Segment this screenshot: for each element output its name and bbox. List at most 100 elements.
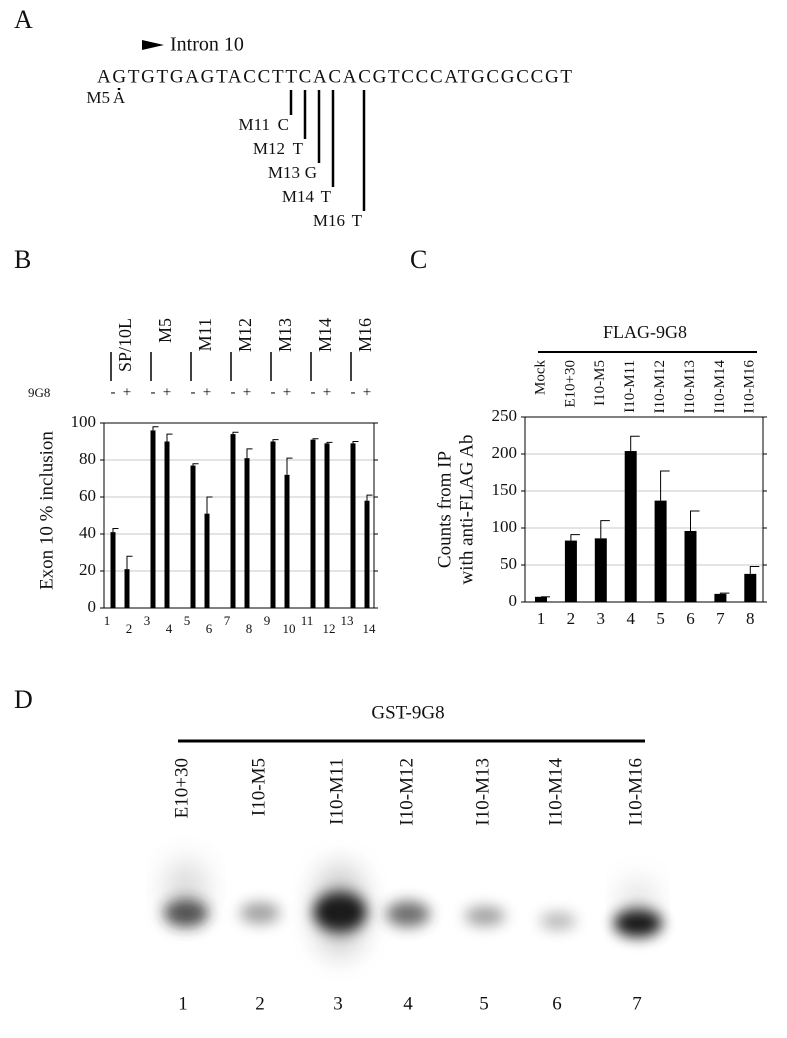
mutation-base: G: [305, 163, 317, 182]
bar: [244, 458, 250, 608]
mutation-name: M12: [253, 139, 285, 158]
x-tick-label: 3: [144, 613, 151, 628]
error-bar: [600, 520, 610, 539]
x-tick-label: 5: [656, 609, 665, 628]
y-tick-label: 100: [492, 517, 518, 536]
sample-label: I10-M14: [712, 360, 728, 414]
x-tick-label: 13: [341, 613, 354, 628]
y-axis-label: Exon 10 % inclusion: [36, 431, 57, 590]
bar: [624, 451, 637, 602]
bar: [714, 593, 727, 602]
error-bar: [660, 470, 670, 501]
gel: [164, 860, 662, 955]
x-tick-label: 4: [626, 609, 635, 628]
lane-label: I10-M13: [472, 758, 493, 826]
error-bar: [112, 527, 119, 533]
bar: [204, 513, 210, 608]
lane-number: 4: [403, 993, 413, 1014]
y-tick-label: 40: [79, 523, 96, 542]
treatment-sign: -: [351, 384, 356, 400]
treatment-sign: +: [283, 384, 291, 400]
x-tick-label: 2: [567, 609, 576, 628]
error-bar: [206, 496, 213, 514]
y-tick-label: 100: [71, 412, 97, 431]
y-axis-label: Counts from IP: [434, 451, 455, 568]
lane-number: 5: [479, 993, 489, 1014]
mutation-name: M16: [313, 211, 345, 230]
lane-number: 7: [632, 993, 642, 1014]
header: GST-9G8: [371, 702, 444, 723]
x-tick-label: 7: [224, 613, 231, 628]
bar: [594, 538, 607, 602]
bar: [190, 465, 196, 608]
error-bar: [630, 435, 640, 452]
x-tick-label: 10: [283, 621, 296, 636]
treatment-sign: +: [123, 384, 131, 400]
sample-label: I10-M5: [592, 360, 608, 406]
lane-label: I10-M16: [625, 758, 646, 826]
x-tick-label: 3: [597, 609, 606, 628]
sample-label: E10+30: [562, 360, 578, 408]
mutation-name: M5: [86, 88, 110, 107]
lane-number: 3: [333, 993, 343, 1014]
lane-label: I10-M5: [248, 758, 269, 816]
x-tick-label: 8: [246, 621, 253, 636]
y-tick-label: 20: [79, 560, 96, 579]
x-tick-label: 8: [746, 609, 755, 628]
bar: [654, 500, 667, 602]
group-label: M16: [355, 318, 375, 352]
lane-label: E10+30: [171, 758, 192, 818]
treatment-sign: -: [231, 384, 236, 400]
x-tick-label: 2: [126, 621, 133, 636]
lane-number: 2: [255, 993, 265, 1014]
error-bar: [366, 494, 373, 501]
mutation-base: T: [293, 139, 304, 158]
y-tick-label: 150: [492, 480, 518, 499]
bar: [364, 500, 370, 608]
x-tick-label: 5: [184, 613, 191, 628]
error-bar: [749, 565, 760, 574]
bar: [324, 443, 330, 608]
x-tick-label: 14: [363, 621, 377, 636]
mutation-base: T: [321, 187, 332, 206]
bar: [684, 530, 697, 602]
x-tick-label: 6: [206, 621, 213, 636]
error-bar: [719, 592, 730, 594]
group-label: M5: [155, 318, 175, 343]
mutation-name: M11: [239, 115, 271, 134]
error-bar: [570, 534, 580, 541]
x-tick-label: 1: [537, 609, 546, 628]
lane-label: I10-M12: [396, 758, 417, 826]
y-tick-label: 60: [79, 486, 96, 505]
header: FLAG-9G8: [603, 322, 687, 342]
plot-frame: [524, 416, 764, 603]
bar: [270, 441, 276, 608]
error-bar: [232, 431, 239, 435]
group-label: M13: [275, 318, 295, 352]
error-bar: [690, 510, 700, 531]
group-label: SP/10L: [115, 318, 135, 372]
y-tick-label: 0: [88, 597, 97, 616]
plot-frame: [103, 422, 375, 609]
bar: [284, 474, 290, 608]
treatment-sign: +: [243, 384, 251, 400]
treatment-label: 9G8: [28, 385, 50, 400]
sample-label: I10-M11: [622, 360, 638, 413]
x-tick-label: 12: [323, 621, 336, 636]
mutation-base: A: [113, 88, 126, 107]
treatment-sign: +: [163, 384, 171, 400]
sample-label: I10-M16: [742, 360, 758, 414]
error-bar: [166, 433, 173, 442]
mutation-base: C: [278, 115, 289, 134]
x-tick-label: 4: [166, 621, 173, 636]
bar: [744, 573, 757, 602]
treatment-sign: -: [111, 384, 116, 400]
x-tick-label: 1: [104, 613, 111, 628]
x-tick-label: 7: [716, 609, 725, 628]
y-tick-label: 0: [509, 591, 518, 610]
error-bar: [312, 438, 319, 440]
y-axis-label: with anti-FLAG Ab: [456, 435, 477, 585]
treatment-sign: -: [191, 384, 196, 400]
